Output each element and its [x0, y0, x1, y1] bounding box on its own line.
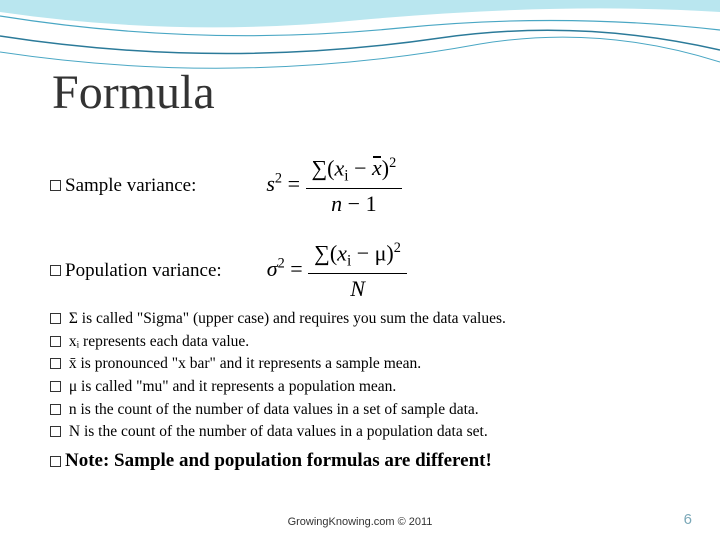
bullet-icon — [50, 265, 61, 276]
population-variance-row: Population variance: σ2 = ∑(xi − μ)2 N — [50, 240, 407, 302]
page-number: 6 — [684, 511, 692, 528]
definition-item: μ is called "mu" and it represents a pop… — [50, 376, 506, 398]
population-variance-label: Population variance: — [65, 260, 222, 282]
sample-variance-formula: s2 = ∑(xi − x)2 n − 1 — [266, 155, 402, 217]
definition-item: N is the count of the number of data val… — [50, 421, 506, 443]
bullet-icon — [50, 426, 61, 437]
bullet-icon — [50, 336, 61, 347]
definition-item: x̄ is pronounced "x bar" and it represen… — [50, 353, 506, 375]
bullet-icon — [50, 180, 61, 191]
bullet-icon — [50, 313, 61, 324]
bullet-icon — [50, 456, 61, 467]
definition-text: x̄ is pronounced "x bar" and it represen… — [69, 355, 421, 372]
note-text: Note: Sample and population formulas are… — [65, 450, 492, 471]
footer-text: GrowingKnowing.com © 2011 — [0, 516, 720, 528]
bullet-icon — [50, 404, 61, 415]
definition-text: xᵢ represents each data value. — [69, 333, 249, 350]
sample-variance-label: Sample variance: — [65, 175, 196, 197]
population-variance-formula: σ2 = ∑(xi − μ)2 N — [267, 240, 407, 302]
definition-item: xᵢ represents each data value. — [50, 331, 506, 353]
slide-title: Formula — [52, 65, 215, 120]
definitions-list: Σ is called "Sigma" (upper case) and req… — [50, 308, 506, 444]
definition-text: N is the count of the number of data val… — [69, 423, 488, 440]
definition-text: μ is called "mu" and it represents a pop… — [69, 378, 396, 395]
sample-variance-row: Sample variance: s2 = ∑(xi − x)2 n − 1 — [50, 155, 402, 217]
bullet-icon — [50, 381, 61, 392]
note-line: Note: Sample and population formulas are… — [50, 450, 492, 472]
definition-item: n is the count of the number of data val… — [50, 399, 506, 421]
definition-item: Σ is called "Sigma" (upper case) and req… — [50, 308, 506, 330]
definition-text: Σ is called "Sigma" (upper case) and req… — [69, 310, 506, 327]
definition-text: n is the count of the number of data val… — [69, 401, 479, 418]
bullet-icon — [50, 358, 61, 369]
